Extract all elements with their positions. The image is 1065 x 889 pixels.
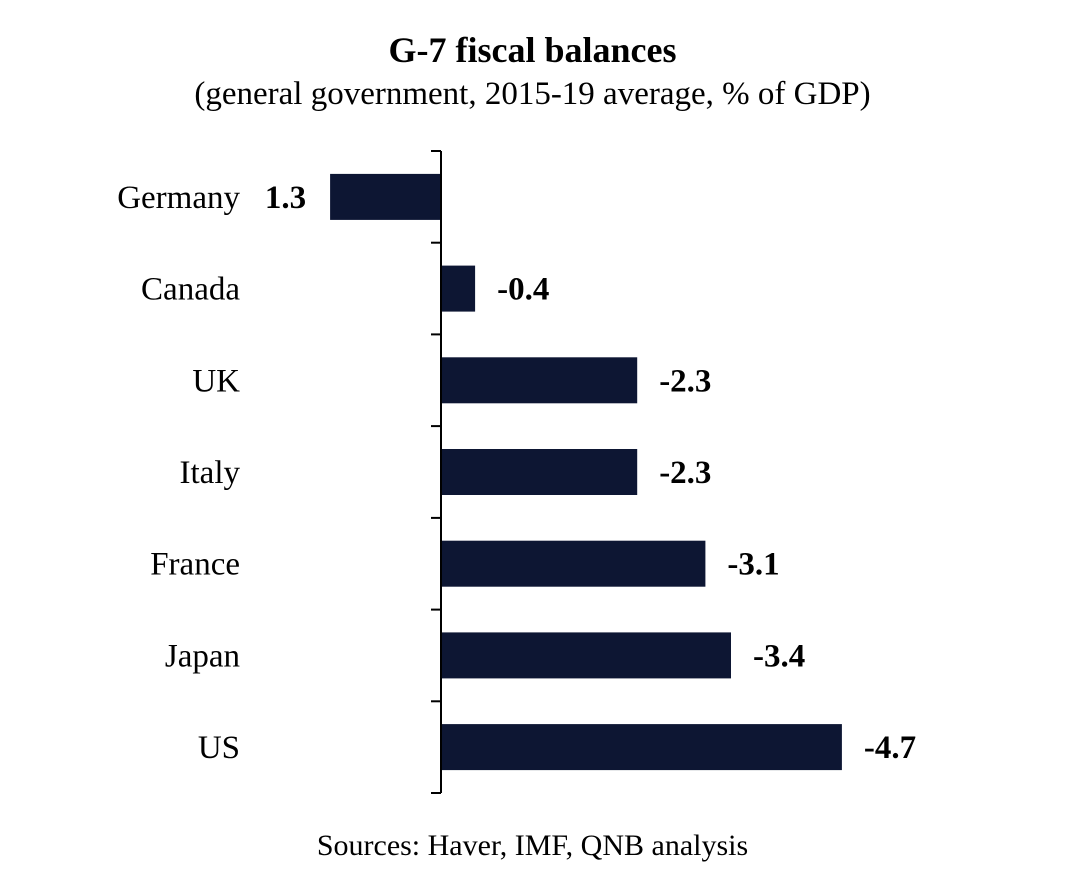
bar-canada <box>441 265 476 312</box>
bar-japan <box>441 632 731 679</box>
value-label: -3.1 <box>727 547 779 583</box>
chart-title: G-7 fiscal balances <box>388 30 677 70</box>
bar-germany <box>330 173 441 220</box>
value-label: -4.7 <box>864 730 916 766</box>
value-label: 1.3 <box>265 180 306 216</box>
value-label: -2.3 <box>659 363 711 399</box>
category-label: France <box>150 547 240 583</box>
bar-us <box>441 724 842 771</box>
bar-uk <box>441 357 638 404</box>
category-label: Italy <box>180 455 241 491</box>
value-label: -3.4 <box>753 638 805 674</box>
source-note: Sources: Haver, IMF, QNB analysis <box>316 829 749 862</box>
category-label: Japan <box>165 638 240 674</box>
category-label: US <box>198 730 240 766</box>
bar-france <box>441 540 706 587</box>
value-label: -0.4 <box>497 272 549 308</box>
value-label: -2.3 <box>659 455 711 491</box>
category-label: Canada <box>141 272 240 308</box>
chart-subtitle: (general government, 2015-19 average, % … <box>194 76 871 112</box>
category-label: UK <box>192 363 240 399</box>
bar-italy <box>441 449 638 495</box>
category-label: Germany <box>117 180 240 216</box>
